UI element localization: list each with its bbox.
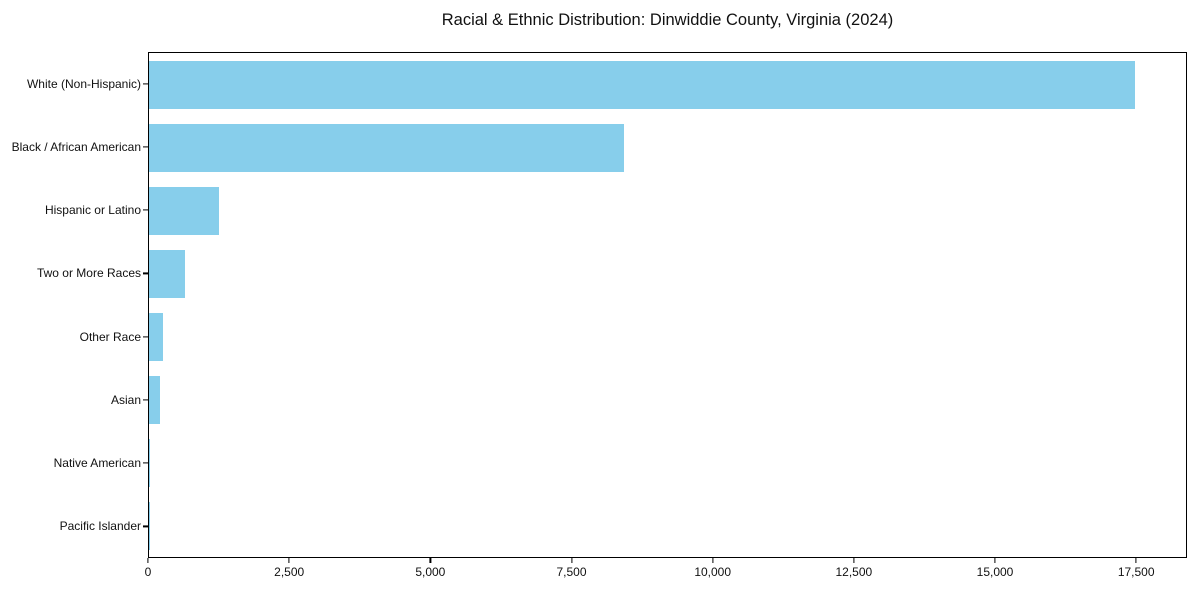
x-tick-mark bbox=[1135, 558, 1137, 563]
bar-row bbox=[149, 242, 1186, 305]
y-tick-label: Asian bbox=[110, 392, 141, 407]
bar bbox=[149, 438, 151, 487]
bar-row bbox=[149, 305, 1186, 368]
x-tick-mark bbox=[429, 558, 431, 563]
x-tick-label: 2,500 bbox=[274, 565, 305, 579]
x-tick-label: 12,500 bbox=[835, 565, 873, 579]
y-tick-mark bbox=[143, 83, 148, 85]
bar bbox=[149, 501, 150, 550]
y-tick-label: White (Non-Hispanic) bbox=[26, 76, 141, 91]
y-tick-label: Pacific Islander bbox=[59, 519, 141, 534]
y-tick-label: Other Race bbox=[79, 329, 141, 344]
x-tick-mark bbox=[288, 558, 290, 563]
bar bbox=[149, 60, 1136, 109]
y-tick-mark bbox=[143, 146, 148, 148]
bar bbox=[149, 375, 161, 424]
bar bbox=[149, 186, 219, 235]
y-tick-label: Black / African American bbox=[11, 139, 141, 154]
x-tick-label: 5,000 bbox=[415, 565, 446, 579]
y-tick-label: Native American bbox=[53, 456, 141, 471]
x-tick-mark bbox=[994, 558, 996, 563]
y-tick-label: Two or More Races bbox=[36, 266, 141, 281]
y-tick-mark bbox=[143, 462, 148, 464]
x-tick-label: 15,000 bbox=[976, 565, 1014, 579]
plot-area bbox=[148, 52, 1187, 558]
bar bbox=[149, 312, 163, 361]
x-tick-label: 7,500 bbox=[556, 565, 587, 579]
y-tick-mark bbox=[143, 525, 148, 527]
x-tick-mark bbox=[853, 558, 855, 563]
y-tick-mark bbox=[143, 272, 148, 274]
bar-row bbox=[149, 53, 1186, 116]
y-tick-label: Hispanic or Latino bbox=[44, 203, 141, 218]
bar bbox=[149, 249, 185, 298]
y-tick-mark bbox=[143, 336, 148, 338]
x-tick-mark bbox=[147, 558, 149, 563]
x-tick-label: 17,500 bbox=[1117, 565, 1155, 579]
bar-row bbox=[149, 179, 1186, 242]
x-tick-label: 10,000 bbox=[694, 565, 732, 579]
bar-row bbox=[149, 368, 1186, 431]
x-tick-label: 0 bbox=[144, 565, 152, 579]
x-tick-mark bbox=[712, 558, 714, 563]
bar-row bbox=[149, 431, 1186, 494]
bar-row bbox=[149, 494, 1186, 557]
bar-row bbox=[149, 116, 1186, 179]
y-tick-mark bbox=[143, 399, 148, 401]
bar bbox=[149, 123, 624, 172]
x-tick-mark bbox=[570, 558, 573, 563]
y-tick-mark bbox=[143, 209, 148, 211]
chart-title: Racial & Ethnic Distribution: Dinwiddie … bbox=[441, 11, 894, 29]
